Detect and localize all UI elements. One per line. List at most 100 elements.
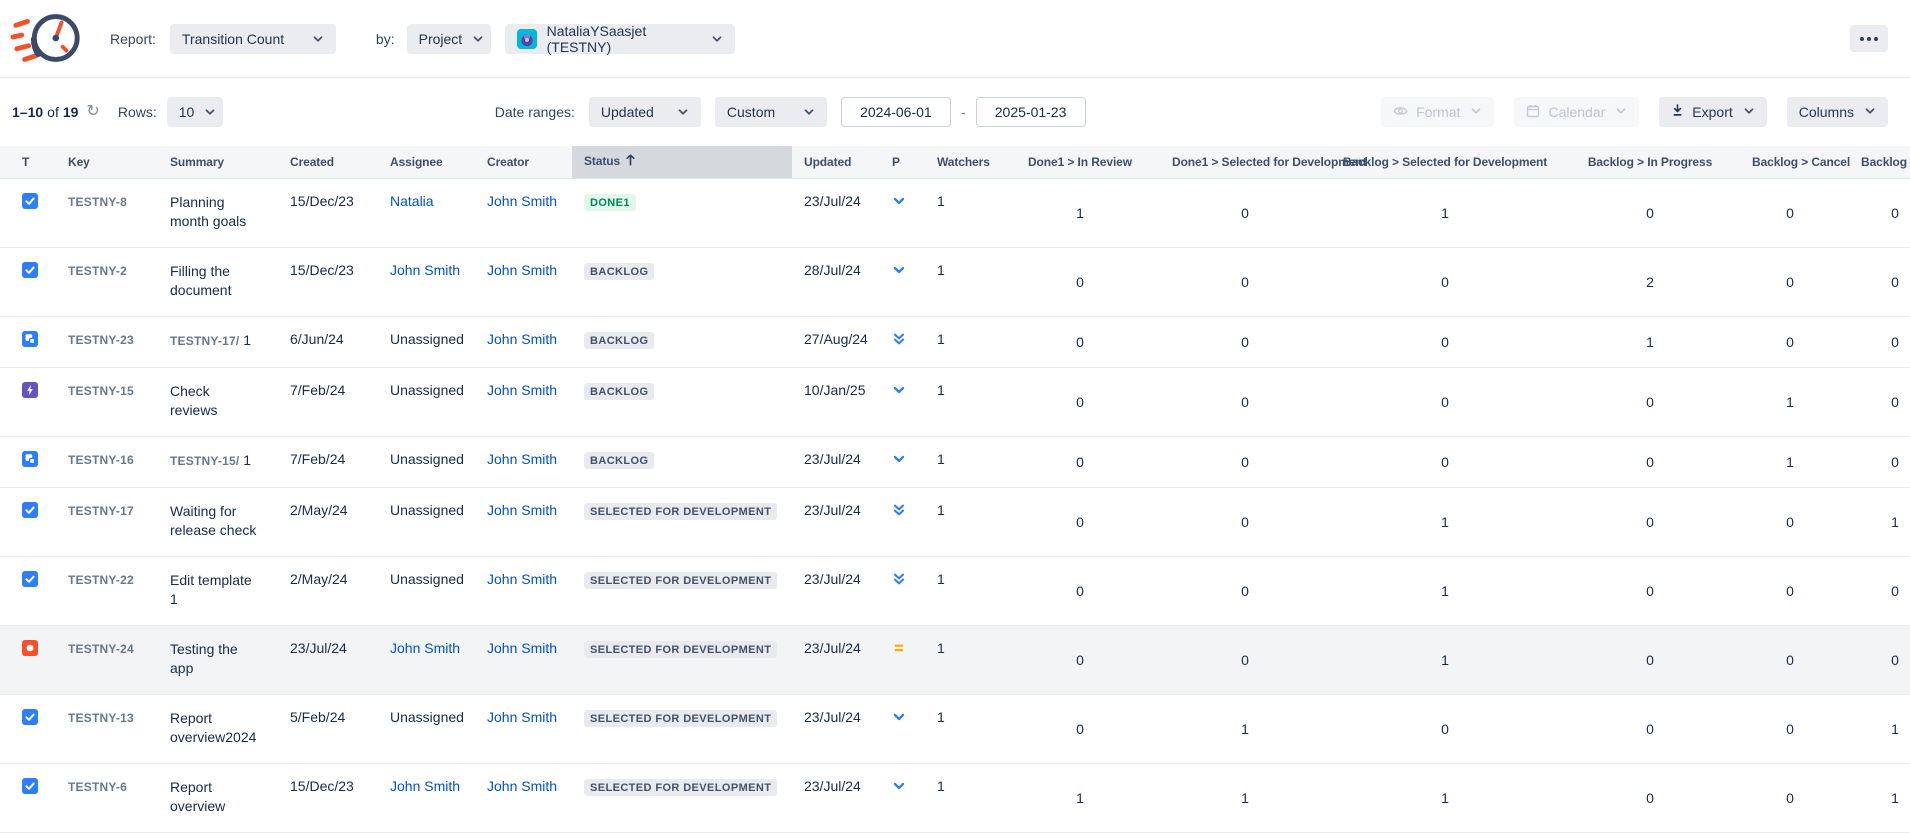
cell-status: SELECTED FOR DEVELOPMENT xyxy=(572,556,792,625)
column-header-created[interactable]: Created xyxy=(278,146,378,178)
pagination: 1–10 of 19 xyxy=(12,104,78,120)
column-header-creator[interactable]: Creator xyxy=(475,146,572,178)
cell-assignee: Unassigned xyxy=(378,367,475,436)
creator-link[interactable]: John Smith xyxy=(487,451,557,467)
transition-count-value: 0 xyxy=(1441,274,1449,290)
transition-count-value: 0 xyxy=(1891,274,1899,290)
project-select[interactable]: NataliaYSaasjet (TESTNY) xyxy=(505,24,735,54)
column-header-done1-selected-for-development[interactable]: Done1 > Selected for Development xyxy=(1160,146,1330,178)
column-header-p[interactable]: P xyxy=(880,146,925,178)
table-row: TESTNY-23TESTNY-17/ 16/Jun/24UnassignedJ… xyxy=(0,316,1910,367)
app-header: Report: Transition Count by: Project Nat… xyxy=(0,0,1910,78)
transition-count-value: 0 xyxy=(1441,334,1449,350)
table-row: TESTNY-17Waiting for release check2/May/… xyxy=(0,487,1910,556)
transition-count-value: 0 xyxy=(1891,583,1899,599)
creator-link[interactable]: John Smith xyxy=(487,778,557,794)
assignee-link[interactable]: John Smith xyxy=(390,262,460,278)
column-header-done1-in-review[interactable]: Done1 > In Review xyxy=(1000,146,1160,178)
cell-key: TESTNY-15 xyxy=(56,367,158,436)
cell-transition-count: 0 xyxy=(1560,763,1740,832)
columns-button[interactable]: Columns xyxy=(1787,97,1888,127)
creator-link[interactable]: John Smith xyxy=(487,262,557,278)
cell-created: 15/Dec/23 xyxy=(278,178,378,247)
creator-link[interactable]: John Smith xyxy=(487,502,557,518)
transition-count-value: 0 xyxy=(1786,652,1794,668)
transition-count-value: 0 xyxy=(1786,205,1794,221)
date-mode-select[interactable]: Custom xyxy=(715,97,827,127)
cell-assignee: John Smith xyxy=(378,763,475,832)
cell-key: TESTNY-8 xyxy=(56,178,158,247)
subtask-icon xyxy=(22,451,38,467)
creator-link[interactable]: John Smith xyxy=(487,193,557,209)
date-to-input[interactable] xyxy=(976,97,1086,127)
date-ranges-label: Date ranges: xyxy=(495,104,575,120)
cell-transition-count: 0 xyxy=(1560,436,1740,487)
column-header-watchers[interactable]: Watchers xyxy=(925,146,1000,178)
column-header-backlog-selected-for-development[interactable]: Backlog > Selected for Development xyxy=(1330,146,1560,178)
cell-creator: John Smith xyxy=(475,247,572,316)
cell-issue-type xyxy=(0,763,56,832)
more-button[interactable] xyxy=(1850,25,1888,52)
column-label: T xyxy=(22,155,29,169)
column-header-backlog-c[interactable]: Backlog > C xyxy=(1840,146,1910,178)
column-header-summary[interactable]: Summary xyxy=(158,146,278,178)
column-header-status[interactable]: Status xyxy=(572,146,792,178)
cell-watchers: 1 xyxy=(925,247,1000,316)
report-select[interactable]: Transition Count xyxy=(170,24,336,54)
cell-issue-type xyxy=(0,367,56,436)
assignee-text: Unassigned xyxy=(390,709,464,725)
status-badge: DONE1 xyxy=(584,194,636,211)
cell-created: 15/Dec/23 xyxy=(278,247,378,316)
cell-watchers: 1 xyxy=(925,178,1000,247)
transition-count-value: 1 xyxy=(1241,790,1249,806)
export-button[interactable]: Export xyxy=(1659,97,1766,127)
date-field-select[interactable]: Updated xyxy=(589,97,701,127)
date-from-input[interactable] xyxy=(841,97,951,127)
calendar-button[interactable]: Calendar xyxy=(1514,97,1639,127)
created-date: 2/May/24 xyxy=(290,571,348,587)
rows-per-page-select[interactable]: 10 xyxy=(167,97,223,127)
assignee-link[interactable]: John Smith xyxy=(390,778,460,794)
cell-transition-count: 0 xyxy=(1740,763,1840,832)
creator-link[interactable]: John Smith xyxy=(487,640,557,656)
column-header-backlog-in-progress[interactable]: Backlog > In Progress xyxy=(1560,146,1740,178)
chevron-down-icon xyxy=(803,106,815,118)
transition-count-value: 1 xyxy=(1441,514,1449,530)
assignee-link[interactable]: Natalia xyxy=(390,193,434,209)
issue-key: TESTNY-17 xyxy=(68,504,134,518)
column-header-t[interactable]: T xyxy=(0,146,56,178)
refresh-icon[interactable]: ↻ xyxy=(84,102,101,122)
creator-link[interactable]: John Smith xyxy=(487,709,557,725)
status-badge: SELECTED FOR DEVELOPMENT xyxy=(584,641,777,658)
column-label: Done1 > In Review xyxy=(1028,155,1132,169)
creator-link[interactable]: John Smith xyxy=(487,382,557,398)
cell-assignee: Natalia xyxy=(378,178,475,247)
column-header-backlog-cancel[interactable]: Backlog > Cancel xyxy=(1740,146,1840,178)
cell-watchers: 1 xyxy=(925,487,1000,556)
creator-link[interactable]: John Smith xyxy=(487,571,557,587)
column-header-key[interactable]: Key xyxy=(56,146,158,178)
eye-icon xyxy=(1393,104,1408,120)
cell-transition-count: 1 xyxy=(1840,487,1910,556)
status-badge: BACKLOG xyxy=(584,383,654,400)
column-header-updated[interactable]: Updated xyxy=(792,146,880,178)
cell-watchers: 1 xyxy=(925,763,1000,832)
created-date: 5/Feb/24 xyxy=(290,709,345,725)
more-icon xyxy=(1860,37,1878,41)
cell-transition-count: 1 xyxy=(1160,763,1330,832)
updated-date: 23/Jul/24 xyxy=(804,571,861,587)
group-by-select[interactable]: Project xyxy=(407,24,491,54)
column-label: Key xyxy=(68,155,90,169)
creator-link[interactable]: John Smith xyxy=(487,331,557,347)
task-icon xyxy=(22,262,38,278)
cell-status: BACKLOG xyxy=(572,247,792,316)
cell-assignee: Unassigned xyxy=(378,316,475,367)
cell-created: 5/Feb/24 xyxy=(278,694,378,763)
watchers-count: 1 xyxy=(937,502,945,518)
column-label: Backlog > C xyxy=(1861,155,1910,169)
assignee-link[interactable]: John Smith xyxy=(390,640,460,656)
cell-transition-count: 0 xyxy=(1160,367,1330,436)
cell-transition-count: 1 xyxy=(1560,316,1740,367)
column-header-assignee[interactable]: Assignee xyxy=(378,146,475,178)
format-button[interactable]: Format xyxy=(1381,97,1494,127)
